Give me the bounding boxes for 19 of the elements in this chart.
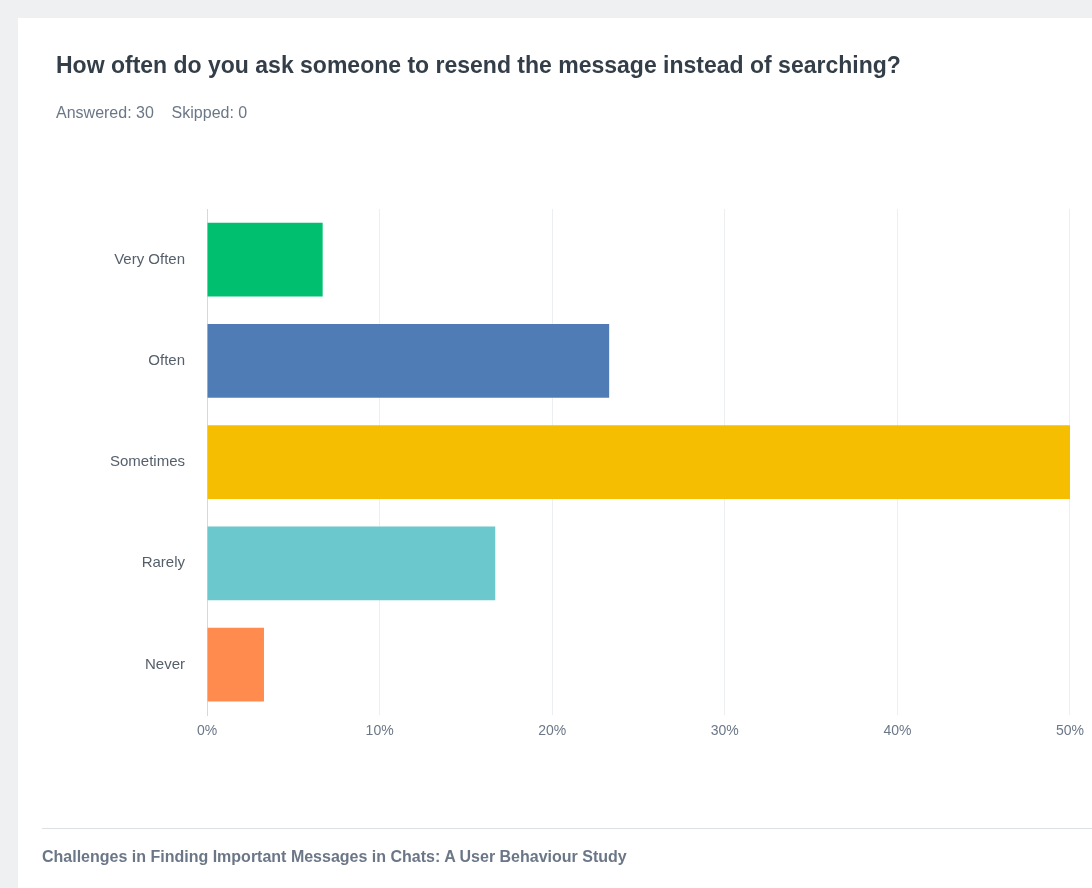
x-tick-label: 40% xyxy=(883,722,912,739)
bar xyxy=(207,627,264,702)
y-tick-label: Often xyxy=(148,351,186,368)
y-tick-label: Never xyxy=(145,654,186,672)
x-tick-label: 20% xyxy=(538,722,567,739)
bar xyxy=(207,526,496,601)
y-tick-label: Rarely xyxy=(141,553,186,571)
x-tick-label: 30% xyxy=(710,722,739,739)
bar xyxy=(207,323,610,398)
bar xyxy=(207,222,323,297)
text: Challenges in Finding Important Messages in Chats: A User Behaviour Study xyxy=(42,848,627,866)
y-tick-label: Very Often xyxy=(114,249,186,267)
chart-subtitle: Answered: 30 Skipped: 0 xyxy=(56,104,248,122)
x-tick-label: 50% xyxy=(1055,722,1085,739)
bar xyxy=(207,425,1070,500)
x-tick-label: 10% xyxy=(365,722,394,739)
x-tick-label: 0% xyxy=(196,722,218,739)
chart-title: How often do you ask someone to resend the message instead of searching? xyxy=(56,52,901,79)
y-tick-label: Sometimes xyxy=(109,452,186,470)
